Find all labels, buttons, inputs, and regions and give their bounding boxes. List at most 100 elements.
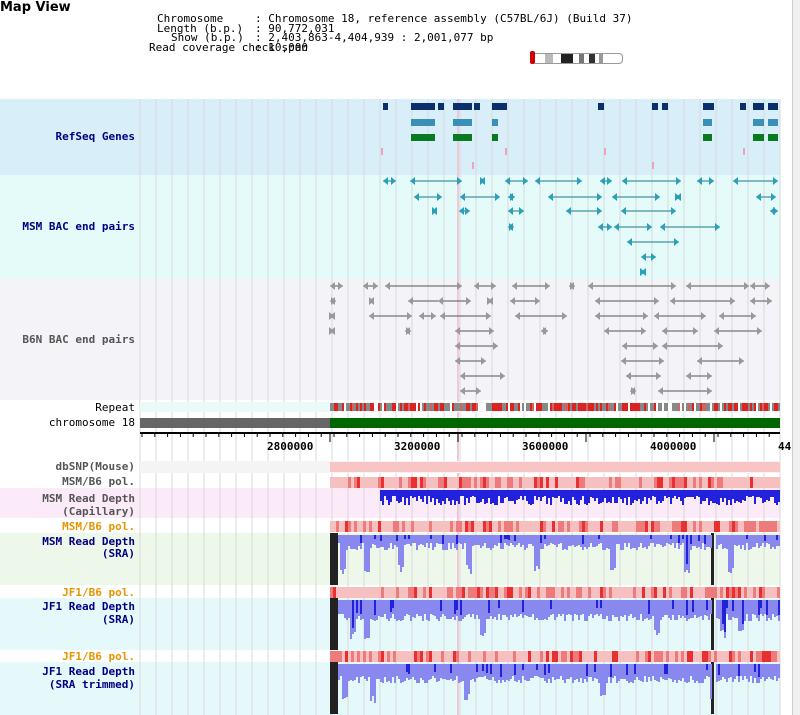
read-depth-bar (728, 490, 730, 500)
refseq-gene-mark (768, 134, 778, 141)
read-depth-bar (562, 490, 564, 498)
repeat-mark (418, 403, 420, 411)
read-depth-bar (524, 490, 526, 496)
read-depth-bar (732, 600, 734, 611)
track-label-repeat[interactable]: Repeat (95, 401, 135, 414)
read-depth-bar (410, 664, 412, 679)
polymorphism-mark (573, 651, 576, 662)
read-depth-bar (494, 664, 496, 681)
read-depth-bar (586, 600, 588, 621)
track-label-msm-b6-pol-2[interactable]: MSM/B6 pol. (62, 520, 135, 533)
read-depth-bar (364, 535, 366, 571)
read-depth-bar (580, 490, 582, 500)
polymorphism-mark (732, 651, 735, 662)
repeat-mark (690, 403, 692, 411)
read-depth-bar (518, 535, 520, 543)
polymorphism-mark (483, 651, 486, 662)
track-label-msm-depth-sra-1[interactable]: MSM Read Depth (42, 535, 135, 548)
refseq-gene-mark (743, 148, 745, 155)
polymorphism-mark (690, 587, 693, 598)
read-depth-bar (386, 600, 388, 619)
polymorphism-mark (642, 587, 645, 598)
repeat-mark (540, 403, 542, 411)
read-depth-bar (628, 664, 630, 683)
read-depth-bar (544, 535, 546, 544)
polymorphism-mark (711, 477, 714, 488)
repeat-mark (628, 403, 630, 411)
repeat-mark (764, 403, 766, 411)
read-depth-bar (350, 535, 352, 549)
read-depth-bar (688, 490, 690, 497)
read-depth-bar (618, 535, 620, 544)
track-label-dbsnp[interactable]: dbSNP(Mouse) (55, 460, 135, 473)
track-label-refseq[interactable]: RefSeq Genes (55, 130, 135, 143)
read-depth-bar (392, 600, 394, 608)
read-depth-bar (774, 664, 776, 676)
polymorphism-mark (333, 587, 336, 598)
track-label-b6n-bac[interactable]: B6N BAC end pairs (22, 333, 135, 346)
read-depth-bar (766, 664, 768, 679)
polymorphism-mark (537, 587, 540, 598)
track-label-jf1-depth-sra-2[interactable]: (SRA) (101, 613, 135, 626)
repeat-mark (362, 403, 364, 411)
polymorphism-mark (333, 651, 336, 662)
read-depth-bar (668, 664, 670, 678)
read-depth-bar (472, 535, 474, 546)
track-label-msm-depth-sra-2[interactable]: (SRA) (101, 547, 135, 560)
read-depth-bar (520, 490, 522, 496)
read-depth-bar (590, 490, 592, 497)
polymorphism-mark (552, 651, 555, 662)
read-depth-bar (372, 600, 374, 620)
read-depth-bar (570, 600, 572, 615)
read-depth-bar (454, 535, 456, 548)
read-depth-bar (434, 490, 436, 505)
polymorphism-mark (429, 587, 432, 598)
read-depth-bar (650, 664, 652, 681)
read-depth-bar (484, 490, 486, 504)
vertical-scrollbar[interactable] (792, 0, 800, 715)
repeat-mark (528, 403, 530, 411)
track-label-jf1-depth-trim-2[interactable]: (SRA trimmed) (48, 678, 135, 691)
track-label-chromosome[interactable]: chromosome 18 (48, 416, 135, 429)
read-depth-bar (746, 600, 748, 614)
track-label-jf1-b6-pol-2[interactable]: JF1/B6 pol. (62, 650, 135, 663)
repeat-mark (342, 403, 344, 411)
polymorphism-mark (351, 651, 354, 662)
ideogram-position-marker (530, 51, 535, 64)
track-label-msm-depth-cap-1[interactable]: MSM Read Depth (42, 492, 135, 505)
polymorphism-mark (564, 651, 567, 662)
polymorphism-mark (594, 651, 597, 662)
read-depth-bar (440, 535, 442, 544)
polymorphism-mark (525, 587, 528, 598)
read-depth-bar (474, 600, 476, 619)
track-label-jf1-depth-trim-1[interactable]: JF1 Read Depth (42, 665, 135, 678)
read-depth-bar (536, 664, 538, 670)
chromosome-ideogram[interactable] (532, 53, 623, 64)
bac-end-mark (523, 177, 528, 185)
read-depth-bar (726, 490, 728, 505)
track-label-jf1-depth-sra-1[interactable]: JF1 Read Depth (42, 600, 135, 613)
repeat-mark (766, 403, 768, 411)
read-depth-bar (440, 490, 442, 505)
track-label-jf1-b6-pol-1[interactable]: JF1/B6 pol. (62, 586, 135, 599)
read-depth-bar (506, 535, 508, 539)
read-depth-bar (648, 600, 650, 614)
read-depth-bar (766, 600, 768, 615)
read-depth-bar (548, 600, 550, 617)
ideogram-band (545, 54, 553, 63)
read-depth-bar (650, 490, 652, 500)
read-depth-bar (650, 600, 652, 619)
bac-end-mark (675, 193, 680, 201)
read-depth-bar (758, 490, 760, 497)
repeat-mark (414, 403, 416, 411)
bac-end-mark (459, 207, 464, 215)
track-label-msm-b6-pol-1[interactable]: MSM/B6 pol. (62, 475, 135, 488)
track-label-msm-depth-cap-2[interactable]: (Capillary) (62, 505, 135, 518)
read-depth-bar (458, 664, 460, 683)
read-depth-bar (364, 600, 366, 639)
polymorphism-mark (699, 477, 702, 488)
polymorphism-mark (675, 521, 678, 532)
read-depth-bar (758, 664, 760, 677)
polymorphism-mark (387, 651, 390, 662)
track-label-msm-bac[interactable]: MSM BAC end pairs (22, 220, 135, 233)
